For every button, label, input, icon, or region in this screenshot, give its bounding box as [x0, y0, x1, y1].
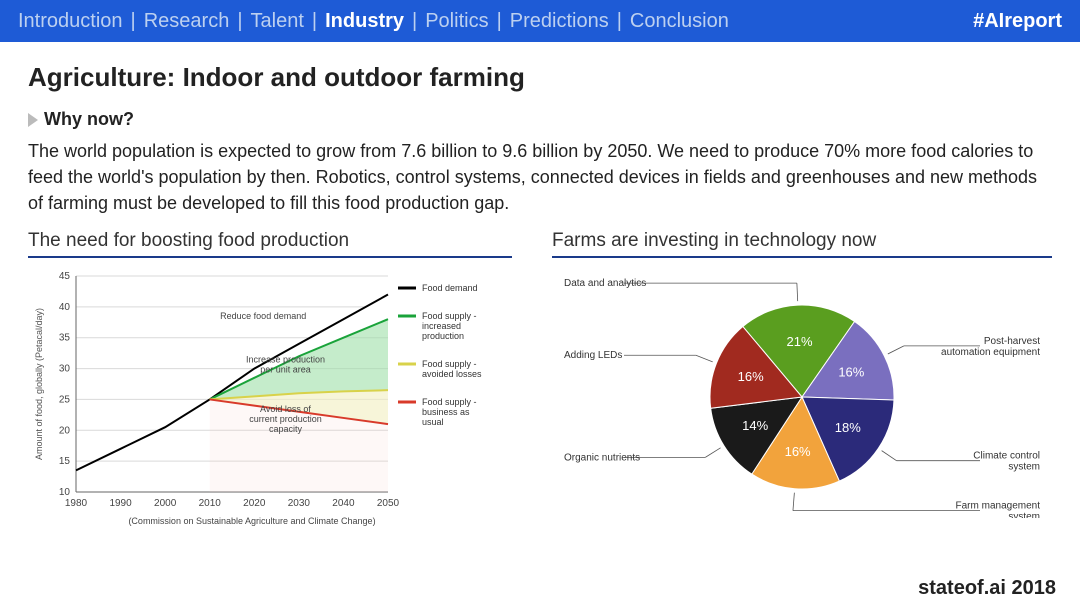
subheading: Why now? [44, 109, 134, 130]
svg-text:(Commission on Sustainable Agr: (Commission on Sustainable Agriculture a… [128, 516, 375, 526]
svg-text:20: 20 [59, 426, 71, 437]
nav-separator: | [131, 10, 136, 33]
svg-text:Amount of food, globally (Peta: Amount of food, globally (Petacal/day) [34, 308, 44, 460]
svg-text:Food supply -: Food supply - [422, 311, 477, 321]
svg-text:16%: 16% [738, 369, 764, 384]
nav-separator: | [617, 10, 622, 33]
line-area-chart: 10 15 20 25 30 35 40 45 1980 1990 2000 2010 2020 2030… [28, 268, 508, 528]
nav-separator: | [412, 10, 417, 33]
nav-tab-politics[interactable]: Politics [425, 10, 488, 33]
svg-text:Organic nutrients: Organic nutrients [564, 453, 640, 464]
svg-text:business as: business as [422, 407, 470, 417]
svg-text:Climate control: Climate control [973, 451, 1040, 462]
svg-text:Food demand: Food demand [422, 283, 478, 293]
svg-text:current production: current production [249, 414, 322, 424]
svg-text:16%: 16% [838, 365, 864, 380]
svg-text:2040: 2040 [332, 498, 355, 509]
charts-row: The need for boosting food production 10… [28, 230, 1052, 528]
svg-text:15: 15 [59, 456, 71, 467]
body-paragraph: The world population is expected to grow… [28, 138, 1052, 216]
svg-text:1990: 1990 [109, 498, 132, 509]
svg-text:40: 40 [59, 302, 71, 313]
svg-text:system: system [1008, 512, 1040, 518]
left-chart-column: The need for boosting food production 10… [28, 230, 512, 528]
svg-text:1980: 1980 [65, 498, 88, 509]
nav-separator: | [312, 10, 317, 33]
svg-text:increased: increased [422, 321, 461, 331]
svg-text:Data and analytics: Data and analytics [564, 278, 646, 289]
svg-text:Food supply -: Food supply - [422, 359, 477, 369]
svg-text:2000: 2000 [154, 498, 177, 509]
svg-text:25: 25 [59, 395, 71, 406]
nav-separator: | [237, 10, 242, 33]
nav-tab-introduction[interactable]: Introduction [18, 10, 123, 33]
svg-text:Avoid loss of: Avoid loss of [260, 404, 311, 414]
svg-text:2030: 2030 [288, 498, 311, 509]
hashtag: #AIreport [973, 10, 1062, 33]
triangle-bullet-icon [28, 113, 38, 127]
slide-body: Agriculture: Indoor and outdoor farming … [0, 42, 1080, 536]
right-chart-column: Farms are investing in technology now 21… [552, 230, 1052, 528]
svg-text:21%: 21% [787, 334, 813, 349]
nav-tab-industry[interactable]: Industry [325, 10, 404, 33]
svg-text:18%: 18% [835, 420, 861, 435]
right-chart-title: Farms are investing in technology now [552, 230, 1052, 258]
nav-tab-talent[interactable]: Talent [251, 10, 304, 33]
nav-tab-predictions[interactable]: Predictions [510, 10, 609, 33]
nav-tab-research[interactable]: Research [144, 10, 230, 33]
svg-text:system: system [1008, 462, 1040, 473]
nav-separator: | [497, 10, 502, 33]
svg-text:2010: 2010 [199, 498, 222, 509]
svg-text:Increase production: Increase production [246, 355, 325, 365]
svg-text:production: production [422, 331, 464, 341]
svg-text:2020: 2020 [243, 498, 266, 509]
svg-text:Adding LEDs: Adding LEDs [564, 351, 622, 362]
svg-text:avoided losses: avoided losses [422, 369, 482, 379]
svg-text:30: 30 [59, 364, 71, 375]
pie-chart: 21% Data and analytics 16% Post-harvestauto… [552, 268, 1052, 518]
svg-text:capacity: capacity [269, 424, 303, 434]
svg-text:10: 10 [59, 487, 71, 498]
left-chart-title: The need for boosting food production [28, 230, 512, 258]
page-title: Agriculture: Indoor and outdoor farming [28, 62, 1052, 93]
svg-text:14%: 14% [742, 419, 768, 434]
svg-text:16%: 16% [785, 444, 811, 459]
top-nav-bar: Introduction | Research | Talent | Industry | Po… [0, 0, 1080, 42]
nav-tab-conclusion[interactable]: Conclusion [630, 10, 729, 33]
slide-footer: stateof.ai 2018 [918, 577, 1056, 600]
svg-text:35: 35 [59, 333, 71, 344]
nav-tabs: Introduction | Research | Talent | Industry | Po… [18, 10, 973, 33]
svg-text:2050: 2050 [377, 498, 400, 509]
svg-text:Food supply -: Food supply - [422, 397, 477, 407]
svg-text:Post-harvest: Post-harvest [984, 336, 1040, 347]
svg-text:per unit area: per unit area [260, 365, 311, 375]
svg-text:automation equipment: automation equipment [941, 347, 1040, 358]
subheading-row: Why now? [28, 109, 1052, 130]
svg-text:Reduce food demand: Reduce food demand [220, 311, 306, 321]
svg-text:45: 45 [59, 271, 71, 282]
svg-text:usual: usual [422, 417, 444, 427]
svg-text:Farm management: Farm management [956, 501, 1041, 512]
